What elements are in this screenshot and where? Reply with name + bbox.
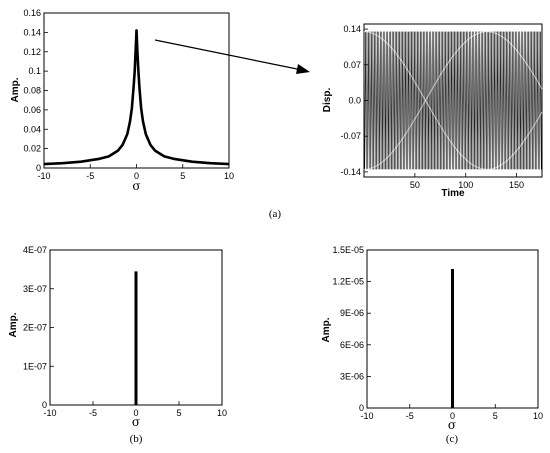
y-tick-label: 0.04 [23,124,41,134]
y-tick-label: 4E-07 [23,245,47,255]
x-axis-label: σ [448,418,456,432]
y-tick-labels: 0 0.02 0.04 0.06 0.08 0.1 0.12 0.14 0.16 [23,8,48,173]
x-tick-labels: -10 -5 0 5 10 [37,164,234,181]
y-tick-label: 0.08 [23,86,41,96]
x-tick-label: 10 [217,408,227,418]
series-marks [363,31,543,170]
x-tick-label: -5 [406,411,414,421]
y-tick-label: 0 [42,400,47,410]
y-tick-labels: 0 1E-07 2E-07 3E-07 4E-07 [23,245,54,410]
x-axis-label: σ [132,179,140,193]
panel-c-amplitude-plot: 0 3E-06 6E-06 9E-06 1.2E-05 1.5E-05 -10 -5 0 5 10… [321,245,543,432]
y-tick-label: 1E-07 [23,361,47,371]
x-tick-label: 10 [224,171,234,181]
y-tick-label: 2E-07 [23,323,47,333]
panel-b-amplitude-plot: 0 1E-07 2E-07 3E-07 4E-07 -10 -5 0 5 10 Amp. σ [8,245,227,429]
caption-c: (c) [446,433,459,445]
x-tick-label: 100 [458,180,473,190]
x-tick-label: 0 [134,171,139,181]
y-tick-label: -0.07 [340,131,361,141]
y-tick-label: 1.5E-05 [332,245,364,255]
y-tick-label: 1.2E-05 [332,277,364,287]
amplitude-curve [43,29,230,166]
x-tick-label: 5 [176,408,181,418]
y-tick-label: 0.12 [23,47,41,57]
x-tick-labels: -10 -5 0 5 10 [360,404,543,421]
beat-envelope-upper [363,31,543,170]
y-tick-label: 0.14 [23,27,41,37]
y-tick-label: 0.02 [23,144,41,154]
y-tick-label: 0.06 [23,105,41,115]
x-tick-label: 0 [133,408,138,418]
y-tick-label: -0.14 [340,167,361,177]
x-tick-label: 150 [509,180,524,190]
y-axis-label: Disp. [322,88,333,113]
arrow-shaft [154,39,303,71]
y-tick-label: 6E-06 [340,340,364,350]
caption-b: (b) [130,433,143,445]
x-tick-label: 5 [493,411,498,421]
y-axis-label: Amp. [10,77,21,102]
caption-a: (a) [269,208,282,220]
x-tick-label: -5 [89,408,97,418]
x-axis-label: Time [441,188,465,199]
x-tick-label: 0 [450,411,455,421]
y-tick-label: 0.16 [23,8,41,18]
y-axis-label: Amp. [321,317,332,342]
y-tick-label: 0.1 [28,66,41,76]
y-tick-label: 9E-06 [340,308,364,318]
series-marks [43,29,230,166]
x-tick-label: -10 [360,411,373,421]
displacement-signal [363,31,543,170]
x-tick-label: -5 [86,171,94,181]
panel-a-left-amplitude-plot: 0 0.02 0.04 0.06 0.08 0.1 0.12 0.14 0.16 -10 -5 0 5… [10,8,234,193]
x-tick-label: -10 [43,408,56,418]
y-tick-labels: 0 3E-06 6E-06 9E-06 1.2E-05 1.5E-05 [332,245,371,413]
x-tick-label: 5 [180,171,185,181]
y-tick-label: 0 [36,163,41,173]
beat-envelope-lower [364,31,543,170]
arrow-head [296,64,310,74]
y-axis-label: Amp. [8,312,19,337]
y-tick-label: 0.14 [343,24,361,34]
panel-a-right-displacement-plot: -0.14 -0.07 0.0 0.07 0.14 50 100 150 Disp. Tim… [322,23,543,199]
y-tick-label: 3E-07 [23,284,47,294]
x-tick-labels: 50 100 150 [410,173,524,190]
y-tick-label: 0.0 [348,96,361,106]
x-tick-label: -10 [37,171,50,181]
y-tick-label: 3E-06 [340,371,364,381]
x-tick-label: 50 [410,180,420,190]
y-tick-label: 0 [359,403,364,413]
x-axis-label: σ [132,415,140,429]
y-tick-label: 0.07 [343,60,361,70]
zoom-arrow [154,39,310,74]
x-tick-label: 10 [533,411,543,421]
